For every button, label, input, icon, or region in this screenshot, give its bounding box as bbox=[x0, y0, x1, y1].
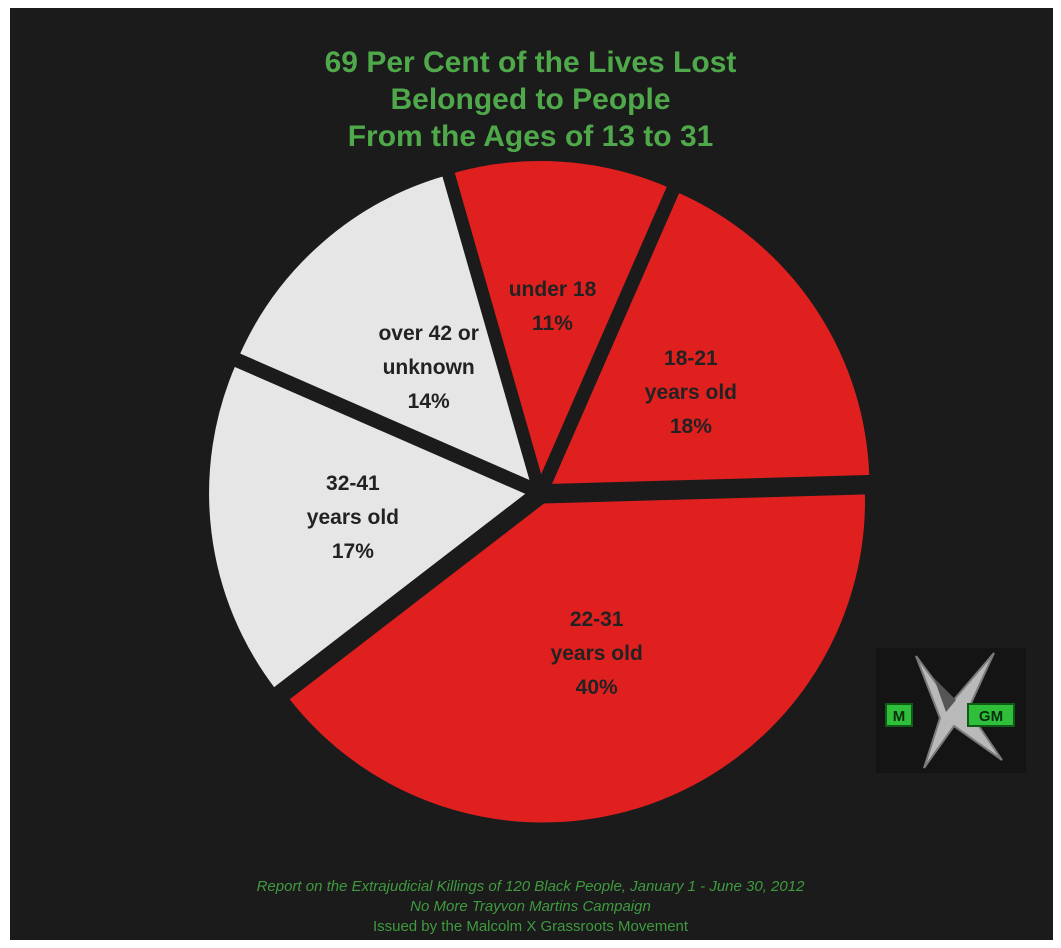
footer-campaign-line: No More Trayvon Martins Campaign bbox=[410, 898, 651, 915]
slice-label-22-31-years-old-line-2: years old bbox=[551, 642, 643, 665]
slice-label-under-18-line-1: under 18 bbox=[509, 278, 597, 301]
pie-slice-22-31-years-old bbox=[281, 488, 871, 829]
slice-label-18-21-years-old-line-2: years old bbox=[645, 381, 737, 404]
mxgm-logo-icon: M GM bbox=[876, 648, 1026, 773]
pie-slice-18-21-years-old bbox=[542, 185, 876, 491]
slice-label-18-21-years-old-line-1: 18-21 bbox=[664, 347, 718, 370]
title-line-3: From the Ages of 13 to 31 bbox=[347, 120, 714, 153]
logo-badge-left bbox=[885, 703, 913, 727]
title-line-1: 69 Per Cent of the Lives Lost bbox=[324, 46, 737, 79]
slice-label-32-41-years-old-line-1: 32-41 bbox=[326, 472, 380, 495]
pie-slice-under-18 bbox=[447, 155, 675, 492]
logo-text-left: M bbox=[893, 708, 906, 725]
logo-badge-right bbox=[967, 703, 1015, 727]
footer-issuer-line: Issued by the Malcolm X Grassroots Movem… bbox=[372, 918, 689, 935]
slice-label-32-41-years-old-line-3: 17% bbox=[332, 540, 374, 563]
footer-report-line: Report on the Extrajudicial Killings of … bbox=[256, 878, 805, 895]
chart-title: 69 Per Cent of the Lives Lost Belonged t… bbox=[0, 44, 1061, 155]
logo-x-shape bbox=[915, 652, 1003, 769]
slice-label-22-31-years-old-line-3: 40% bbox=[576, 676, 618, 699]
logo-text-right: GM bbox=[979, 708, 1003, 725]
logo-face-shade bbox=[934, 678, 956, 712]
slice-label-over-42-or-unknown-line-2: unknown bbox=[383, 356, 475, 379]
slice-label-over-42-or-unknown-line-1: over 42 or bbox=[378, 322, 478, 345]
slice-label-32-41-years-old-line-2: years old bbox=[307, 506, 399, 529]
slice-label-22-31-years-old-line-1: 22-31 bbox=[570, 608, 624, 631]
chart-footer: Report on the Extrajudicial Killings of … bbox=[0, 877, 1061, 937]
title-line-2: Belonged to People bbox=[390, 83, 671, 116]
pie-slice-32-41-years-old bbox=[203, 359, 537, 696]
slice-label-18-21-years-old-line-3: 18% bbox=[670, 415, 712, 438]
pie-slice-over-42-or-unknown bbox=[232, 169, 539, 491]
slice-label-over-42-or-unknown-line-3: 14% bbox=[408, 390, 450, 413]
slice-label-under-18-line-2: 11% bbox=[532, 312, 573, 335]
